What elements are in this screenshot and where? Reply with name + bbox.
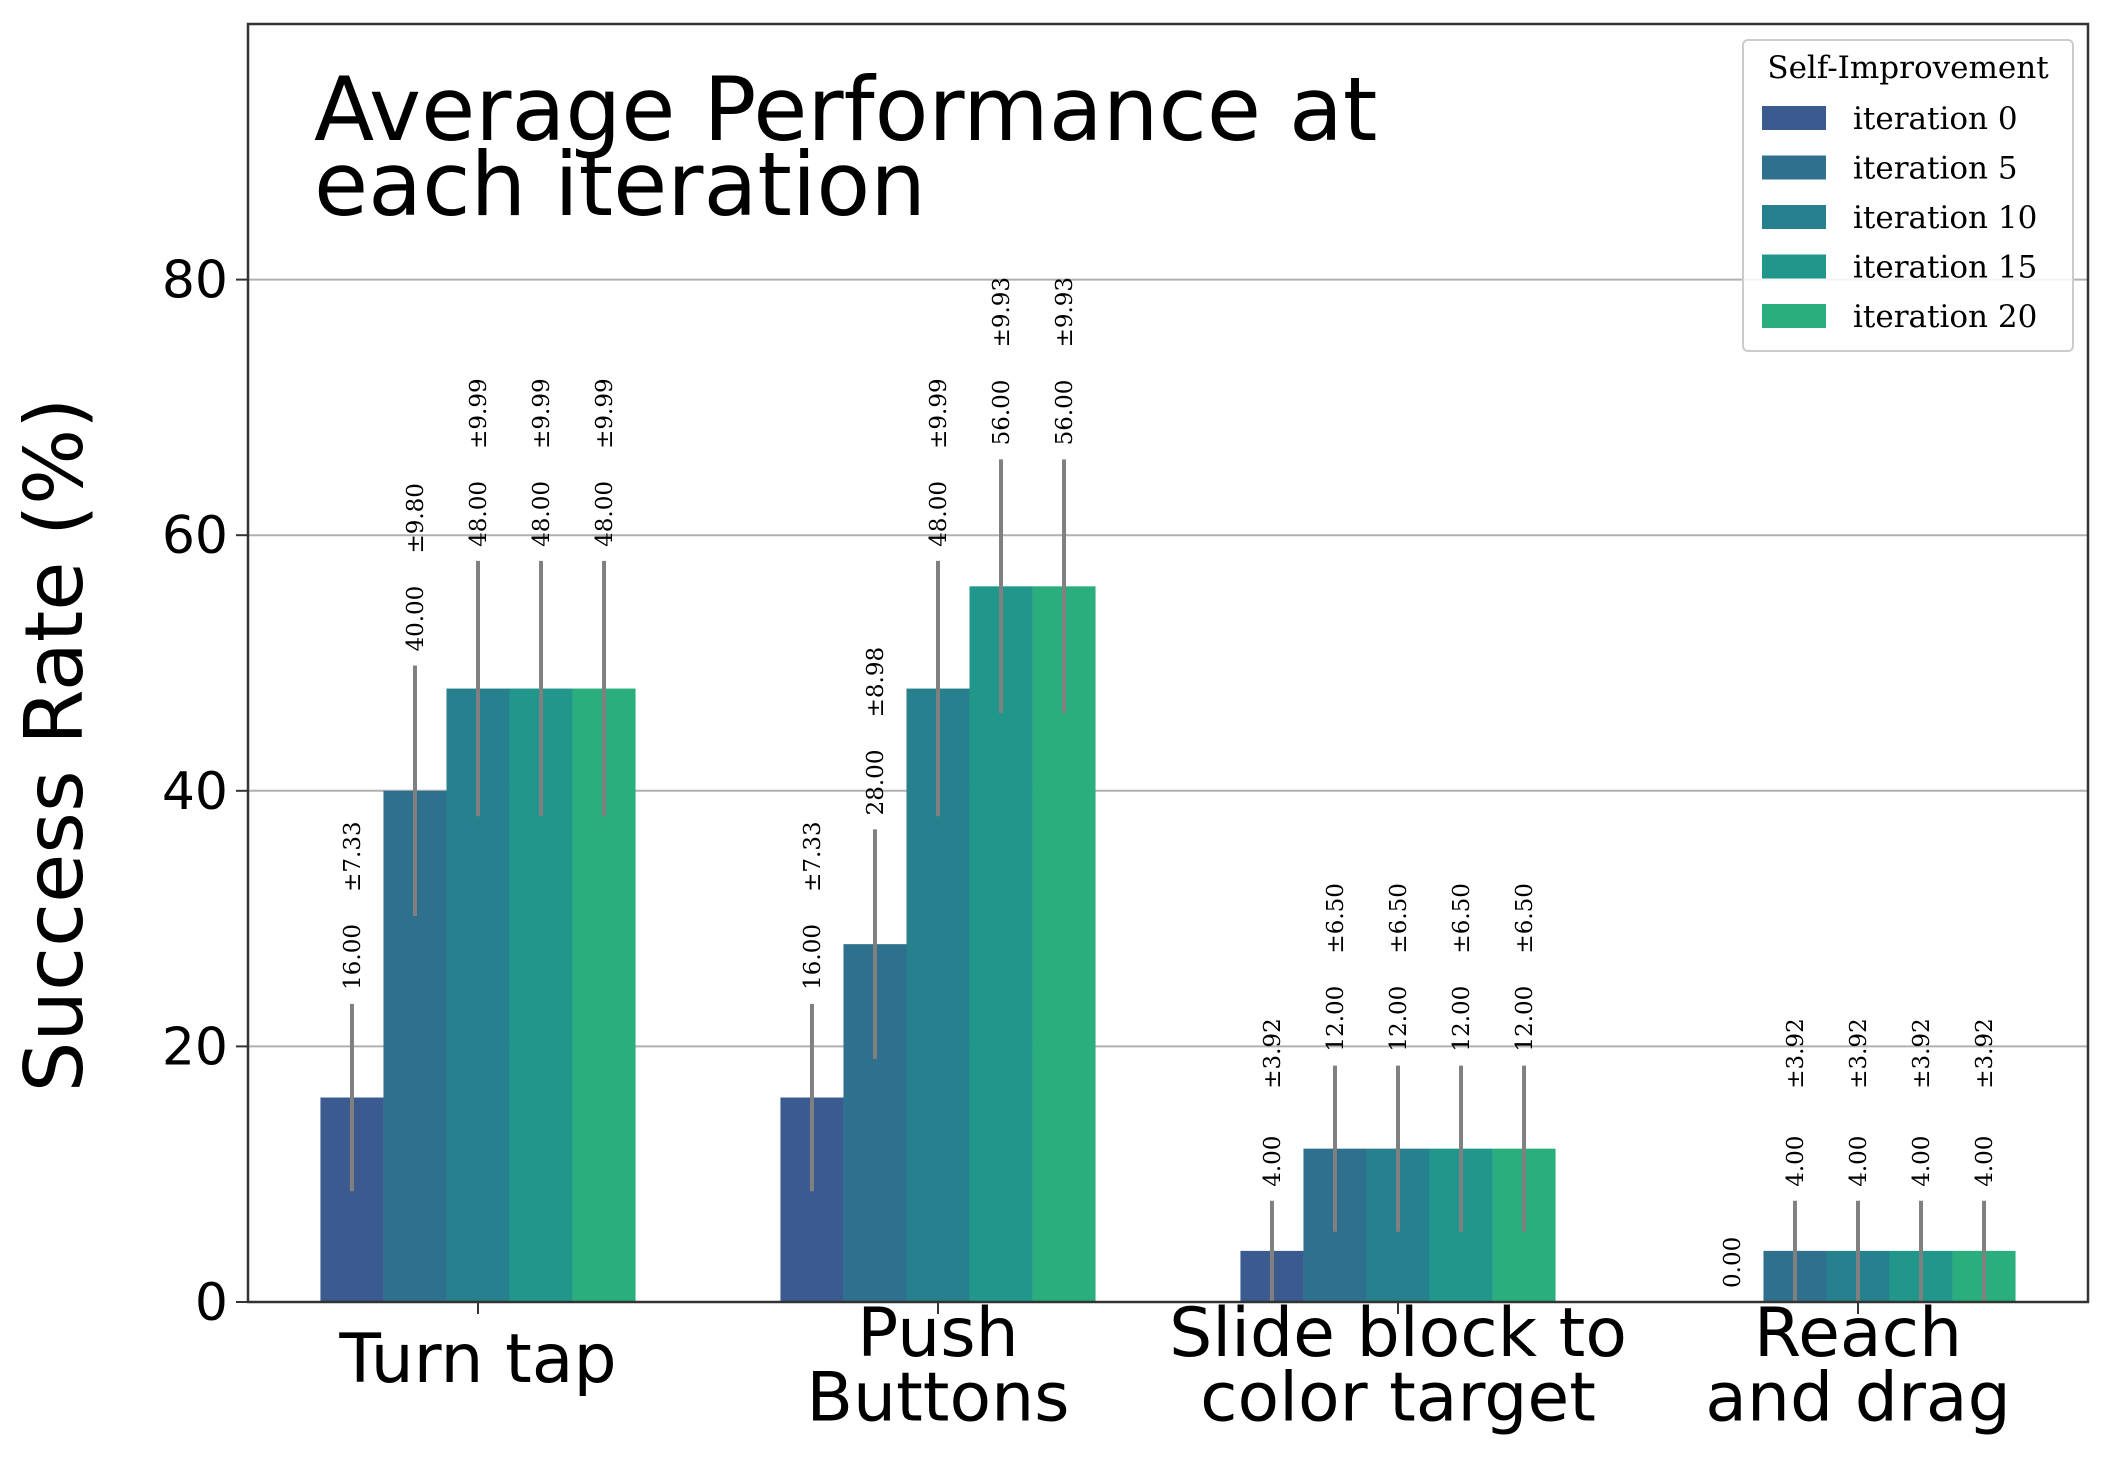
value-label: 4.00 bbox=[1783, 1136, 1809, 1187]
value-label: 16.00 bbox=[800, 924, 826, 990]
error-label: ±6.50 bbox=[1323, 883, 1349, 953]
value-label: 12.00 bbox=[1512, 986, 1538, 1052]
value-label: 4.00 bbox=[1260, 1136, 1286, 1187]
error-label: ±9.99 bbox=[466, 378, 492, 448]
y-tick-label: 60 bbox=[162, 506, 228, 566]
value-label: 4.00 bbox=[1846, 1136, 1872, 1187]
value-label: 56.00 bbox=[1052, 380, 1078, 446]
error-label: ±7.33 bbox=[340, 821, 366, 891]
chart-title: Average Performance at each iteration bbox=[314, 58, 1377, 236]
legend-swatch bbox=[1762, 205, 1826, 229]
x-tick-label: Turn tap bbox=[338, 1320, 616, 1399]
legend-label: iteration 15 bbox=[1853, 250, 2037, 286]
value-label: 48.00 bbox=[529, 481, 555, 547]
error-label: ±3.92 bbox=[1260, 1018, 1286, 1088]
legend-label: iteration 20 bbox=[1853, 299, 2037, 335]
error-label: ±9.93 bbox=[1052, 277, 1078, 347]
value-label: 12.00 bbox=[1386, 986, 1412, 1052]
legend-swatch bbox=[1762, 106, 1826, 130]
error-label: ±3.92 bbox=[1783, 1018, 1809, 1088]
x-tick-label: Slide block to color target bbox=[1169, 1294, 1627, 1438]
value-label: 48.00 bbox=[926, 481, 952, 547]
legend-title: Self-Improvement bbox=[1767, 50, 2049, 86]
legend-swatch bbox=[1762, 155, 1826, 180]
error-label: ±9.93 bbox=[989, 277, 1015, 347]
error-label: ±9.99 bbox=[926, 378, 952, 448]
value-label: 56.00 bbox=[989, 380, 1015, 446]
y-axis-label: Success Rate (%) bbox=[8, 398, 101, 1093]
legend-label: iteration 5 bbox=[1853, 151, 2018, 187]
value-label: 4.00 bbox=[1909, 1136, 1935, 1187]
y-tick-label: 0 bbox=[195, 1273, 228, 1333]
value-label: 40.00 bbox=[403, 586, 429, 652]
error-label: ±9.80 bbox=[403, 483, 429, 553]
error-label: ±9.99 bbox=[529, 378, 555, 448]
y-tick-label: 40 bbox=[162, 762, 228, 822]
y-tick-label: 20 bbox=[162, 1017, 228, 1077]
value-label: 4.00 bbox=[1972, 1136, 1998, 1187]
value-label: 0.00 bbox=[1720, 1237, 1746, 1288]
plot-frame bbox=[246, 22, 2090, 1304]
value-label: 28.00 bbox=[863, 750, 889, 816]
x-tick-label: Reach and drag bbox=[1705, 1294, 2011, 1438]
error-label: ±3.92 bbox=[1972, 1018, 1998, 1088]
error-label: ±9.99 bbox=[592, 378, 618, 448]
error-label: ±6.50 bbox=[1449, 883, 1475, 953]
value-label: 12.00 bbox=[1449, 986, 1475, 1052]
value-label: 48.00 bbox=[592, 481, 618, 547]
legend-swatch bbox=[1762, 304, 1826, 328]
value-label: 12.00 bbox=[1323, 986, 1349, 1052]
error-label: ±6.50 bbox=[1512, 883, 1538, 953]
value-label: 16.00 bbox=[340, 924, 366, 990]
x-tick-label: Push Buttons bbox=[806, 1294, 1069, 1438]
legend-swatch bbox=[1762, 254, 1826, 279]
error-label: ±7.33 bbox=[800, 821, 826, 891]
value-label: 48.00 bbox=[466, 481, 492, 547]
error-label: ±3.92 bbox=[1909, 1018, 1935, 1088]
legend-label: iteration 10 bbox=[1853, 200, 2037, 236]
error-label: ±3.92 bbox=[1846, 1018, 1872, 1088]
legend-label: iteration 0 bbox=[1853, 101, 2018, 137]
error-label: ±6.50 bbox=[1386, 883, 1412, 953]
error-label: ±8.98 bbox=[863, 647, 889, 717]
y-tick-label: 80 bbox=[162, 251, 228, 311]
